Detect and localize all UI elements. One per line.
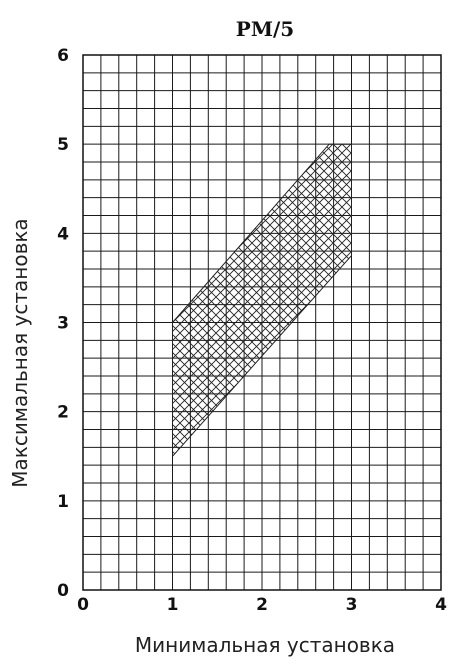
- x-tick-label: 1: [167, 595, 179, 615]
- y-tick-label: 0: [57, 581, 69, 601]
- y-tick-label: 3: [57, 314, 69, 334]
- x-tick-label: 4: [435, 595, 447, 615]
- x-tick-label: 3: [346, 595, 358, 615]
- operating-region: [172, 143, 352, 458]
- plot-frame: [82, 54, 442, 591]
- y-axis-label: Максимальная установка: [8, 218, 32, 487]
- chart-title: PM/5: [236, 17, 294, 41]
- x-tick-labels: 0 1 2 3 4: [77, 595, 447, 615]
- y-tick-label: 2: [57, 403, 69, 423]
- y-tick-labels: 0 1 2 3 4 5 6: [57, 46, 69, 601]
- y-tick-label: 1: [57, 492, 69, 512]
- grid: [82, 54, 442, 591]
- x-tick-label: 0: [77, 595, 89, 615]
- x-axis-label: Минимальная установка: [135, 633, 395, 657]
- y-tick-label: 4: [57, 224, 69, 244]
- y-tick-label: 5: [57, 135, 69, 155]
- y-tick-label: 6: [57, 46, 69, 66]
- x-tick-label: 2: [256, 595, 268, 615]
